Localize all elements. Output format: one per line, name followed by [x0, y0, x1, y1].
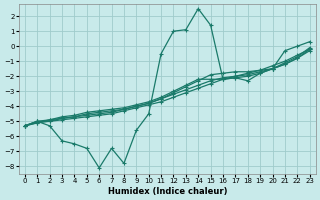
X-axis label: Humidex (Indice chaleur): Humidex (Indice chaleur) [108, 187, 227, 196]
